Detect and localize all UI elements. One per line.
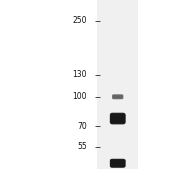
Text: 55: 55 bbox=[77, 142, 87, 151]
FancyBboxPatch shape bbox=[110, 114, 125, 124]
FancyBboxPatch shape bbox=[111, 162, 125, 168]
Text: 100: 100 bbox=[72, 92, 87, 101]
FancyBboxPatch shape bbox=[110, 113, 125, 122]
FancyBboxPatch shape bbox=[112, 159, 124, 163]
FancyBboxPatch shape bbox=[113, 94, 123, 98]
FancyBboxPatch shape bbox=[110, 115, 125, 124]
FancyBboxPatch shape bbox=[112, 94, 123, 98]
FancyBboxPatch shape bbox=[112, 95, 123, 99]
FancyBboxPatch shape bbox=[112, 95, 123, 99]
Text: 70: 70 bbox=[77, 122, 87, 131]
FancyBboxPatch shape bbox=[111, 163, 124, 168]
FancyBboxPatch shape bbox=[110, 160, 125, 167]
FancyBboxPatch shape bbox=[112, 113, 124, 118]
FancyBboxPatch shape bbox=[113, 94, 122, 97]
FancyBboxPatch shape bbox=[110, 160, 125, 166]
FancyBboxPatch shape bbox=[110, 161, 125, 167]
Text: 130: 130 bbox=[72, 70, 87, 79]
FancyBboxPatch shape bbox=[112, 95, 123, 99]
FancyBboxPatch shape bbox=[113, 94, 122, 97]
FancyBboxPatch shape bbox=[111, 159, 125, 165]
FancyBboxPatch shape bbox=[111, 118, 124, 124]
Text: 250: 250 bbox=[72, 16, 87, 25]
FancyBboxPatch shape bbox=[112, 164, 124, 168]
Bar bbox=[97, 0, 138, 169]
FancyBboxPatch shape bbox=[113, 96, 122, 99]
FancyBboxPatch shape bbox=[111, 113, 125, 120]
FancyBboxPatch shape bbox=[110, 114, 125, 123]
FancyBboxPatch shape bbox=[112, 119, 124, 124]
FancyBboxPatch shape bbox=[113, 96, 123, 99]
FancyBboxPatch shape bbox=[110, 159, 125, 166]
FancyBboxPatch shape bbox=[111, 117, 125, 124]
FancyBboxPatch shape bbox=[111, 159, 124, 164]
FancyBboxPatch shape bbox=[111, 113, 124, 119]
FancyBboxPatch shape bbox=[113, 97, 122, 99]
